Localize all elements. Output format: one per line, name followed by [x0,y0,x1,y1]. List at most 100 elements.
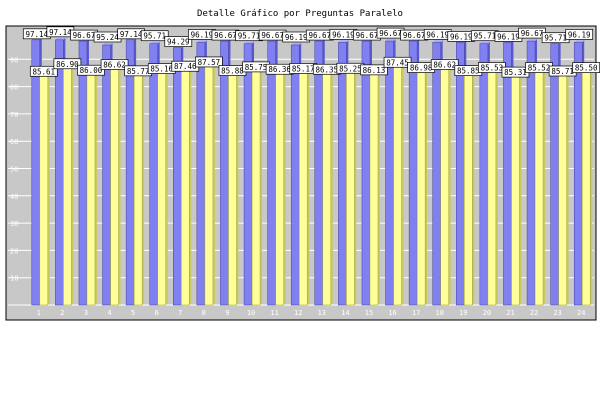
data-label-text: 87.46 [174,62,197,71]
data-label-text: 85.77 [127,67,150,76]
data-label-text: 96.67 [261,31,284,40]
bar-series-b [322,69,332,306]
bar-series-b [86,69,96,306]
data-label-text: 87.45 [386,58,409,67]
bar-top-series-a [196,40,207,43]
bar-series-a [267,40,276,306]
bar-side-series-b [495,69,498,305]
x-tick-label: 22 [530,309,538,317]
bar-top-series-a [432,40,443,43]
x-tick-label: 6 [155,309,159,317]
bar-series-a [526,40,536,306]
data-label-series-b: 86.36 [265,63,294,75]
x-tick-label: 18 [435,309,443,317]
bar-series-a [31,39,41,306]
x-tick-label: 23 [553,309,561,317]
data-label-text: 86.98 [410,64,433,73]
x-tick-label: 9 [225,309,229,317]
data-label-text: 97.14 [26,30,49,39]
data-label-text: 96.67 [214,31,237,40]
y-tick-label: 30 [10,220,18,228]
bar-series-b [511,71,520,306]
bar-series-a [314,40,324,306]
bar-side-series-b [260,68,263,305]
data-label-text: 96.67 [356,31,379,40]
x-tick-label: 12 [294,309,302,317]
chart-title: Detalle Gráfico por Preguntas Paralelo [197,9,403,19]
bar-series-a [149,43,158,306]
bar-series-a [456,42,465,306]
data-label-series-b: 86.62 [100,59,129,70]
data-label-series-a: 96.67 [258,29,287,41]
data-label-series-a: 94.29 [164,36,193,47]
bar-series-a [55,39,64,306]
data-label-series-a: 96.19 [565,29,594,40]
y-axis-ticks: 10 20 30 40 50 60 70 80 90 [10,56,18,282]
bar-side-series-b [283,67,286,305]
data-label-series-b: 85.77 [124,65,152,77]
data-label-series-a: 95.71 [140,30,169,42]
data-label-text: 96.19 [450,32,473,41]
data-label-box [140,30,169,42]
data-label-text: 85.85 [457,67,480,76]
data-label-series-a: 96.19 [188,29,216,40]
bar-series-a [479,43,489,306]
bar-series-a [385,40,394,306]
bar-series-b [275,68,284,306]
x-tick-label: 7 [178,309,182,317]
data-label-series-a: 96.67 [211,29,240,41]
bar-series-b [133,70,143,306]
bar-side-series-b [165,70,168,305]
data-label-series-b: 86.98 [407,62,435,73]
bar-series-b [440,68,449,306]
data-label-series-b: 85.50 [572,62,600,73]
bar-side-series-b [566,69,569,305]
data-label-series-b: 86.62 [430,59,459,70]
bar-side-series-b [354,70,357,305]
data-label-series-a: 96.67 [70,29,98,41]
x-tick-label: 8 [202,309,206,317]
bar-side-series-b [519,70,522,305]
data-label-text: 85.17 [292,64,315,73]
bar-side-series-b [377,67,380,305]
data-label-series-b: 85.53 [478,62,506,73]
data-label-box [565,29,594,40]
data-label-series-b: 86.00 [77,64,105,76]
data-label-text: 85.88 [221,67,244,76]
data-label-text: 96.19 [426,30,449,39]
data-label-text: 96.19 [191,30,214,39]
data-label-text: 96.67 [73,31,96,40]
data-label-series-b: 87.46 [171,60,200,72]
data-label-box [29,65,58,77]
y-tick-label: 70 [10,111,18,119]
x-tick-label: 15 [365,309,373,317]
bar-series-b [464,70,473,306]
data-label-box [77,64,105,76]
data-label-text: 85.16 [150,65,173,74]
bar-series-a [196,42,206,306]
data-label-series-a: 97.14 [22,28,51,40]
bar-series-b [204,65,214,306]
data-label-box [360,64,388,76]
data-label-text: 97.14 [120,30,143,39]
data-label-series-b: 87.57 [195,56,223,68]
bar-side-series-b [472,68,475,305]
data-label-box [53,58,82,70]
data-label-text: 86.00 [80,66,103,75]
data-label-series-b: 86.13 [360,64,388,76]
x-tick-label: 3 [84,309,88,317]
bar-series-b [63,67,72,306]
bar-series-b [251,70,261,306]
bar-side-series-b [189,64,192,306]
data-label-text: 85.25 [339,64,362,73]
data-label-box [195,56,223,68]
x-tick-label: 24 [577,309,585,317]
data-label-text: 95.71 [474,32,497,41]
data-label-series-b: 85.25 [336,62,365,74]
data-label-series-a: 96.19 [494,31,523,42]
data-label-text: 96.67 [403,31,426,40]
data-label-text: 95.71 [143,32,166,41]
bar-series-a [361,40,371,306]
x-tick-label: 1 [37,309,41,317]
bar-side-series-b [142,68,145,305]
